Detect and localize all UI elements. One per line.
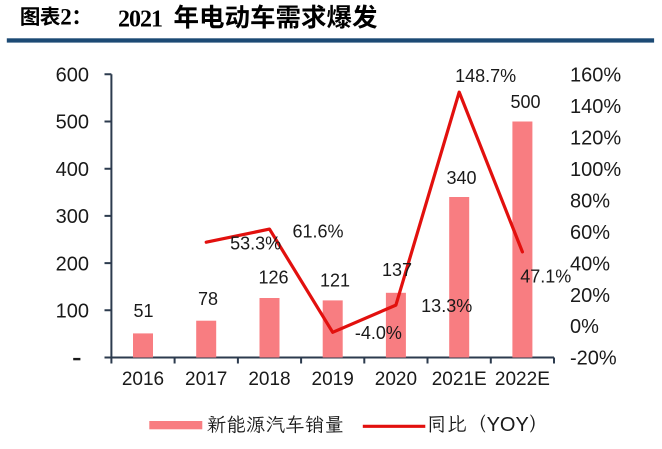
svg-text:2022E: 2022E [495,369,550,390]
svg-text:53.3%: 53.3% [230,234,281,254]
svg-text:148.7%: 148.7% [455,66,516,86]
svg-text:500: 500 [510,92,540,112]
svg-text:47.1%: 47.1% [520,266,571,286]
svg-text:2016: 2016 [122,369,164,390]
svg-text:2: 2 [60,5,71,30]
svg-text:60%: 60% [570,222,610,244]
svg-text:340: 340 [446,168,476,188]
svg-text:2021: 2021 [118,6,162,32]
svg-text:40%: 40% [570,253,610,275]
svg-text:2017: 2017 [185,369,227,390]
svg-text:137: 137 [382,260,412,280]
svg-text:2019: 2019 [312,369,354,390]
svg-text:100%: 100% [570,159,621,181]
svg-text:2021E: 2021E [432,369,487,390]
svg-text:600: 600 [56,65,89,87]
svg-text:400: 400 [56,159,89,181]
svg-text:0%: 0% [570,316,599,338]
svg-text:13.3%: 13.3% [421,296,472,316]
svg-text:200: 200 [56,253,89,275]
svg-text:80%: 80% [570,190,610,212]
svg-text:500: 500 [56,112,89,134]
svg-text:2020: 2020 [375,369,417,390]
svg-text:121: 121 [320,271,350,291]
svg-text:78: 78 [198,289,218,309]
svg-text:120%: 120% [570,127,621,149]
svg-text:-20%: -20% [570,348,617,370]
svg-text:20%: 20% [570,285,610,307]
svg-text:YOY: YOY [487,414,529,436]
svg-text:51: 51 [133,301,153,321]
svg-text:61.6%: 61.6% [292,222,343,242]
svg-text:100: 100 [56,301,89,323]
svg-text:300: 300 [56,206,89,228]
svg-text:2018: 2018 [248,369,290,390]
svg-text:126: 126 [258,268,288,288]
svg-text:160%: 160% [570,65,621,87]
svg-text:-4.0%: -4.0% [355,323,402,343]
svg-text:140%: 140% [570,96,621,118]
